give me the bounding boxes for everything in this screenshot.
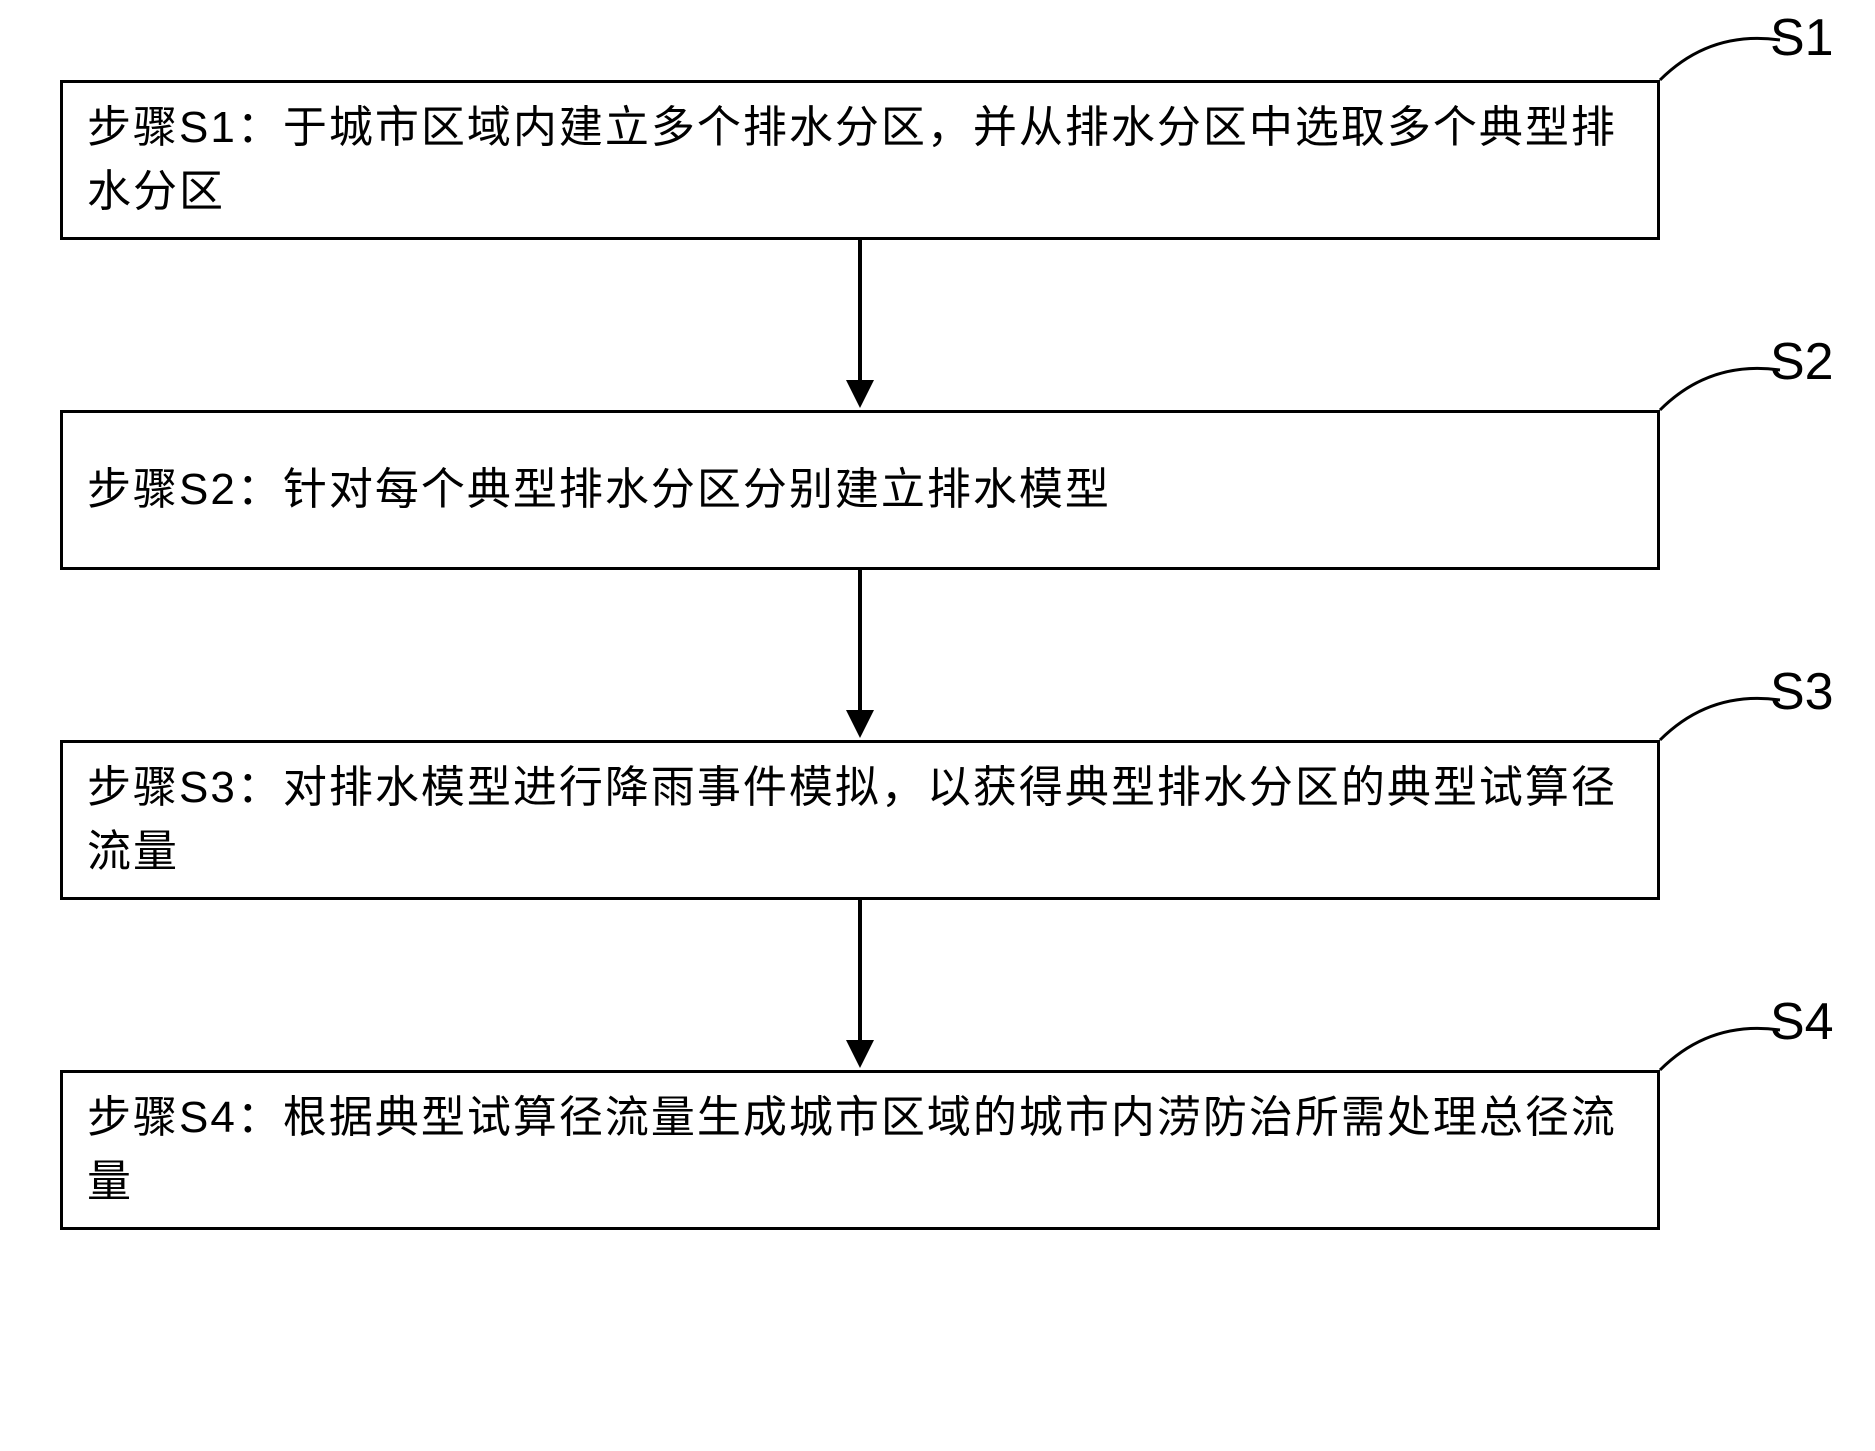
step-box-s3: 步骤S3：对排水模型进行降雨事件模拟，以获得典型排水分区的典型试算径流量 xyxy=(60,740,1660,900)
step-text-s3: 步骤S3：对排水模型进行降雨事件模拟，以获得典型排水分区的典型试算径流量 xyxy=(87,756,1633,884)
arrow-s2-s3 xyxy=(858,570,862,710)
flowchart-canvas: 步骤S1：于城市区域内建立多个排水分区，并从排水分区中选取多个典型排水分区 S1… xyxy=(0,0,1875,1451)
step-box-s1: 步骤S1：于城市区域内建立多个排水分区，并从排水分区中选取多个典型排水分区 xyxy=(60,80,1660,240)
arrow-s1-s2 xyxy=(858,240,862,380)
step-text-s2: 步骤S2：针对每个典型排水分区分别建立排水模型 xyxy=(87,458,1111,522)
arrow-s3-s4 xyxy=(858,900,862,1040)
step-box-s2: 步骤S2：针对每个典型排水分区分别建立排水模型 xyxy=(60,410,1660,570)
callout-label-s2: S2 xyxy=(1770,332,1834,392)
arrow-head-s1-s2 xyxy=(846,380,874,408)
arrow-head-s2-s3 xyxy=(846,710,874,738)
step-text-s4: 步骤S4：根据典型试算径流量生成城市区域的城市内涝防治所需处理总径流量 xyxy=(87,1086,1633,1214)
callout-label-s3: S3 xyxy=(1770,662,1834,722)
step-box-s4: 步骤S4：根据典型试算径流量生成城市区域的城市内涝防治所需处理总径流量 xyxy=(60,1070,1660,1230)
step-text-s1: 步骤S1：于城市区域内建立多个排水分区，并从排水分区中选取多个典型排水分区 xyxy=(87,96,1633,224)
callout-label-s1: S1 xyxy=(1770,8,1834,68)
callout-label-s4: S4 xyxy=(1770,992,1834,1052)
arrow-head-s3-s4 xyxy=(846,1040,874,1068)
